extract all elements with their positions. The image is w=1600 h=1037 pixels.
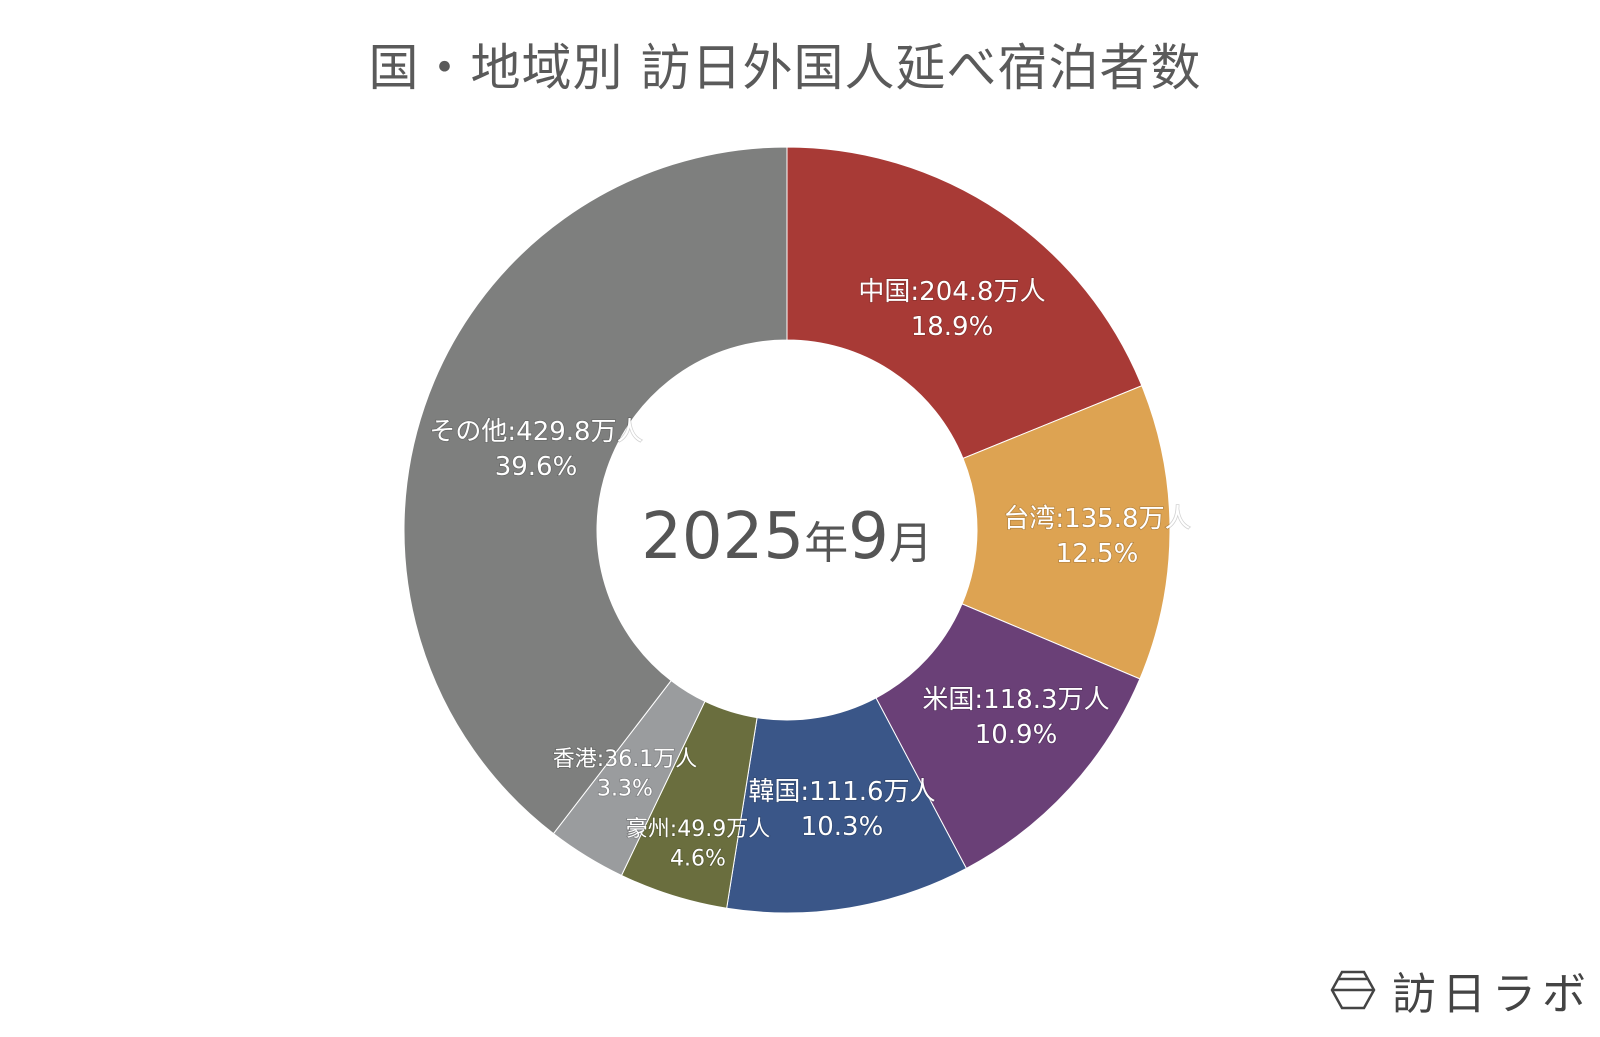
data-label-韓国: 韓国:111.6万人 [748,777,935,807]
slice-その他 [403,146,788,835]
logo-text: 訪日ラボ [1392,969,1592,1020]
center-date-label: 2025年9月 [587,500,987,574]
slice-中国 [786,146,1143,460]
data-label-台湾: 台湾:135.8万人 [1003,504,1190,534]
percent-label-その他: 39.6% [495,452,578,482]
data-label-豪州: 豪州:49.9万人 [626,817,770,842]
slice-台湾 [961,385,1171,680]
center-month: 9 [848,500,889,574]
center-year-unit: 年 [804,518,849,569]
data-label-香港: 香港:36.1万人 [553,747,697,772]
percent-label-台湾: 12.5% [1056,539,1139,569]
percent-label-香港: 3.3% [597,777,653,802]
logo-hexagon-icon [1330,970,1376,1010]
center-year: 2025 [641,500,805,574]
center-month-unit: 月 [888,518,933,569]
percent-label-韓国: 10.3% [801,812,884,842]
percent-label-米国: 10.9% [975,720,1058,750]
slice-韓国 [726,697,968,914]
logo: 訪日ラボ [1330,958,1592,1022]
slice-米国 [875,603,1141,870]
percent-label-中国: 18.9% [911,312,994,342]
data-label-その他: その他:429.8万人 [429,417,642,447]
percent-label-豪州: 4.6% [670,847,726,872]
chart-title: 国・地域別 訪日外国人延べ宿泊者数 [368,39,1202,97]
data-label-米国: 米国:118.3万人 [922,685,1109,715]
data-label-中国: 中国:204.8万人 [858,277,1045,307]
